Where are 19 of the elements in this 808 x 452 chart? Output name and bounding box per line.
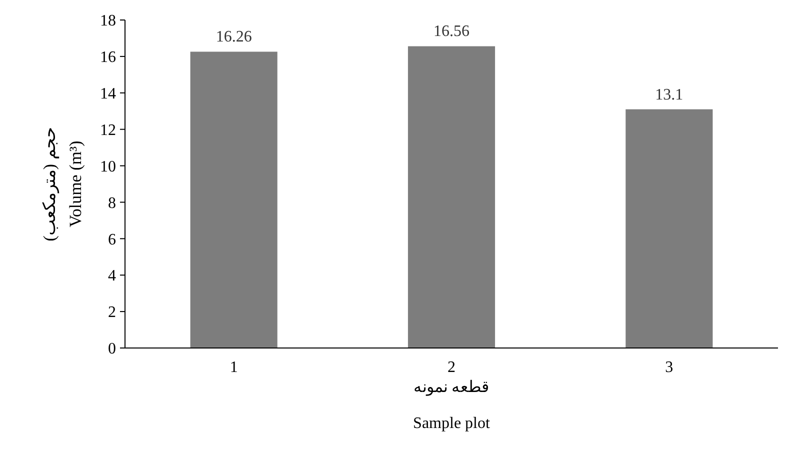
y-tick-label: 12: [100, 122, 116, 139]
bar: [190, 52, 278, 348]
y-tick-label: 18: [100, 12, 116, 30]
y-tick-label: 0: [108, 340, 116, 358]
x-tick-label: 3: [665, 359, 674, 376]
y-tick-label: 14: [100, 85, 116, 102]
bar: [626, 109, 713, 348]
y-tick-label: 6: [108, 231, 116, 248]
bar: [408, 46, 496, 348]
x-tick-label: 2: [448, 359, 456, 376]
x-tick-label: 1: [230, 359, 238, 376]
data-label: 13.1: [655, 86, 684, 104]
y-tick-label: 2: [108, 304, 116, 322]
data-label: 16.56: [434, 23, 470, 40]
y-tick-label: 10: [100, 158, 116, 176]
y-tick-label: 4: [108, 268, 116, 285]
data-label: 16.26: [216, 28, 252, 46]
y-tick-label: 16: [100, 49, 116, 66]
y-tick-label: 8: [108, 194, 116, 212]
